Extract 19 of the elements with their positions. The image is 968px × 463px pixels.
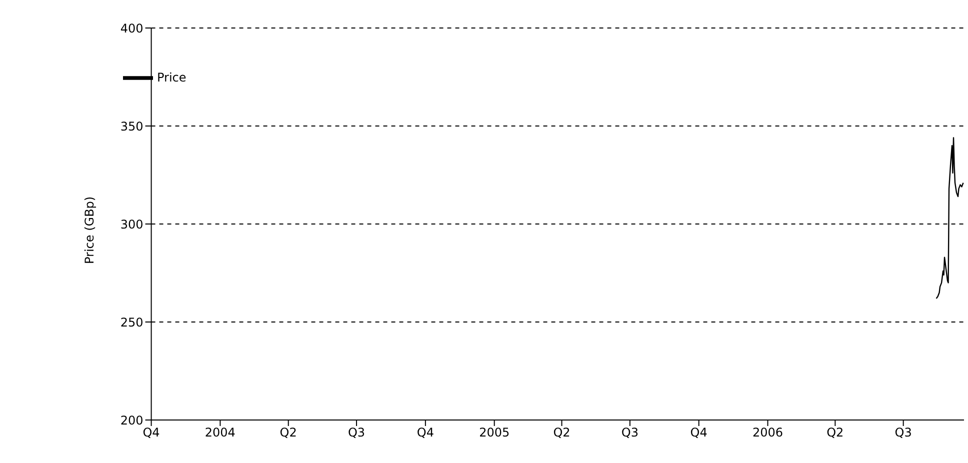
y-tick-label: 300 bbox=[120, 217, 144, 232]
y-tick-label: 200 bbox=[120, 413, 144, 428]
x-tick-label: Q2 bbox=[553, 426, 570, 440]
x-tick-label: Q4 bbox=[416, 426, 434, 440]
x-tick-label: Q4 bbox=[690, 426, 708, 440]
x-tick-label: Q4 bbox=[142, 426, 160, 440]
y-tick-label: 350 bbox=[120, 119, 144, 134]
x-tick-label: Q2 bbox=[826, 426, 844, 440]
x-tick-label: Q3 bbox=[348, 426, 366, 440]
x-tick-label: 2005 bbox=[479, 426, 510, 440]
legend-label: Price bbox=[157, 70, 186, 84]
x-tick-label: Q3 bbox=[894, 426, 912, 440]
x-tick-label: Q2 bbox=[280, 426, 297, 440]
y-tick-label: 400 bbox=[120, 21, 144, 36]
x-tick-label: 2006 bbox=[752, 426, 784, 440]
x-tick-label: 2004 bbox=[204, 426, 236, 440]
y-tick-label: 250 bbox=[120, 315, 144, 330]
x-tick-label: Q3 bbox=[621, 426, 638, 440]
y-axis-title: Price (GBp) bbox=[82, 196, 97, 264]
